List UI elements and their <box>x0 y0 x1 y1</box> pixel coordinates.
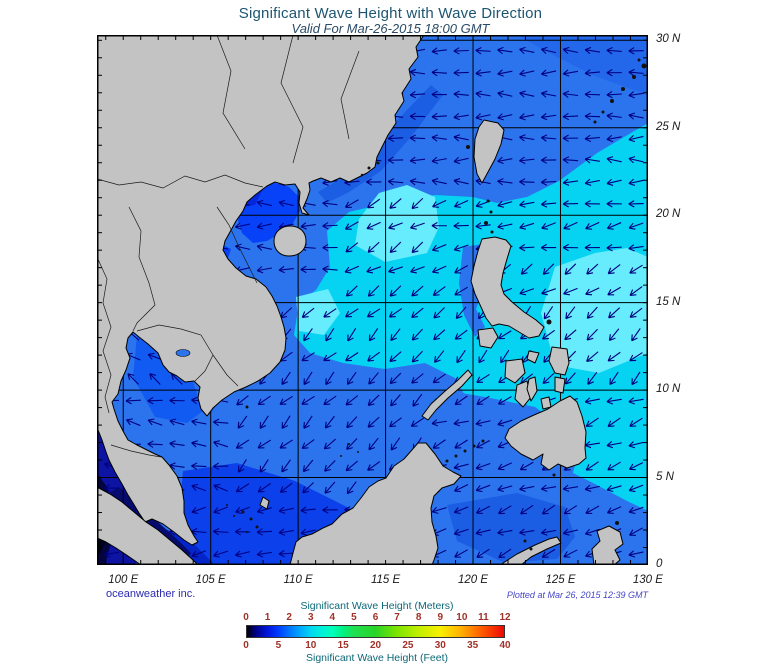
country-borders <box>97 35 360 458</box>
legend-meters-tick: 3 <box>307 612 314 623</box>
island-samar <box>548 346 570 376</box>
legend-feet-tick: 0 <box>243 640 249 651</box>
island-taiwan <box>473 119 505 184</box>
legend-feet-tick: 10 <box>305 640 317 651</box>
legend-meters-tick: 7 <box>394 612 400 623</box>
island-bohol <box>540 396 552 410</box>
island-panay <box>504 358 526 384</box>
lon-tick-label: 110 E <box>283 574 313 586</box>
lon-tick-label: 115 E <box>370 574 401 586</box>
island-cebu <box>526 376 538 402</box>
lat-tick-label: 25 N <box>656 120 681 133</box>
island-natuna <box>259 496 270 510</box>
island-sumatra <box>97 486 199 565</box>
lon-tick-label: 125 E <box>545 574 576 586</box>
legend-meters-tick: 5 <box>351 612 357 623</box>
legend-meters-tick: 6 <box>372 612 379 623</box>
land-masses <box>97 35 624 565</box>
lon-tick-label: 105 E <box>195 574 226 586</box>
legend-meters-scale: 0 1 2 3 4 5 6 7 8 9 10 11 12 <box>243 612 510 623</box>
island-mindoro <box>477 327 499 349</box>
island-borneo <box>289 442 462 565</box>
lon-tick-label: 120 E <box>458 574 489 586</box>
island-halmahera <box>591 525 624 565</box>
lat-tick-label: 20 N <box>656 208 681 221</box>
legend-colorbar <box>246 625 505 638</box>
landmass-china-indochina-malaya <box>97 35 425 546</box>
lon-tick-label: 100 E <box>108 574 139 586</box>
legend-feet-tick: 40 <box>499 640 511 651</box>
legend-feet-tick: 15 <box>337 640 349 651</box>
legend-meters-tick: 1 <box>264 612 271 623</box>
lat-tick-label: 10 N <box>656 383 681 396</box>
island-masbate <box>526 350 540 364</box>
lat-tick-label: 15 N <box>656 295 681 308</box>
wave-map <box>97 35 648 565</box>
map-frame <box>97 35 648 565</box>
legend-feet-tick: 5 <box>275 640 282 651</box>
legend-feet-tick: 35 <box>467 640 479 651</box>
island-mindanao <box>504 395 587 471</box>
small-islands <box>226 58 647 551</box>
chart-valid-time: Valid For Mar-26-2015 18:00 GMT <box>291 21 490 36</box>
legend-feet-tick: 25 <box>402 640 414 651</box>
chart-title: Significant Wave Height with Wave Direct… <box>238 5 543 22</box>
legend-meters-tick: 12 <box>499 612 511 623</box>
lat-tick-label: 0 <box>656 558 663 570</box>
lat-tick-label: 30 N <box>656 33 681 46</box>
legend-title-feet: Significant Wave Height (Feet) <box>305 652 448 664</box>
legend-meters-tick: 10 <box>456 612 468 623</box>
legend-feet-tick: 30 <box>434 640 446 651</box>
island-luzon <box>470 236 545 339</box>
legend-meters-tick: 4 <box>329 612 336 623</box>
legend-meters-tick: 11 <box>478 612 489 623</box>
lon-tick-label: 130 E <box>632 574 663 586</box>
legend-meters-tick: 8 <box>415 612 422 623</box>
island-palawan <box>421 369 473 421</box>
plotted-timestamp: Plotted at Mar 26, 2015 12:39 GMT <box>506 590 648 600</box>
legend-meters-tick: 9 <box>437 612 444 623</box>
map-canvas <box>97 35 648 565</box>
island-hainan <box>273 225 307 257</box>
legend-feet-scale: 0 5 10 15 20 25 30 35 40 <box>243 640 510 651</box>
island-leyte <box>554 376 566 394</box>
legend-meters-tick: 0 <box>243 612 249 623</box>
lat-tick-label: 5 N <box>656 470 674 483</box>
legend-feet-tick: 20 <box>369 640 382 651</box>
legend-meters-tick: 2 <box>286 612 292 623</box>
legend-title-meters: Significant Wave Height (Meters) <box>300 600 454 612</box>
credit-text: oceanweather inc. <box>106 588 196 600</box>
